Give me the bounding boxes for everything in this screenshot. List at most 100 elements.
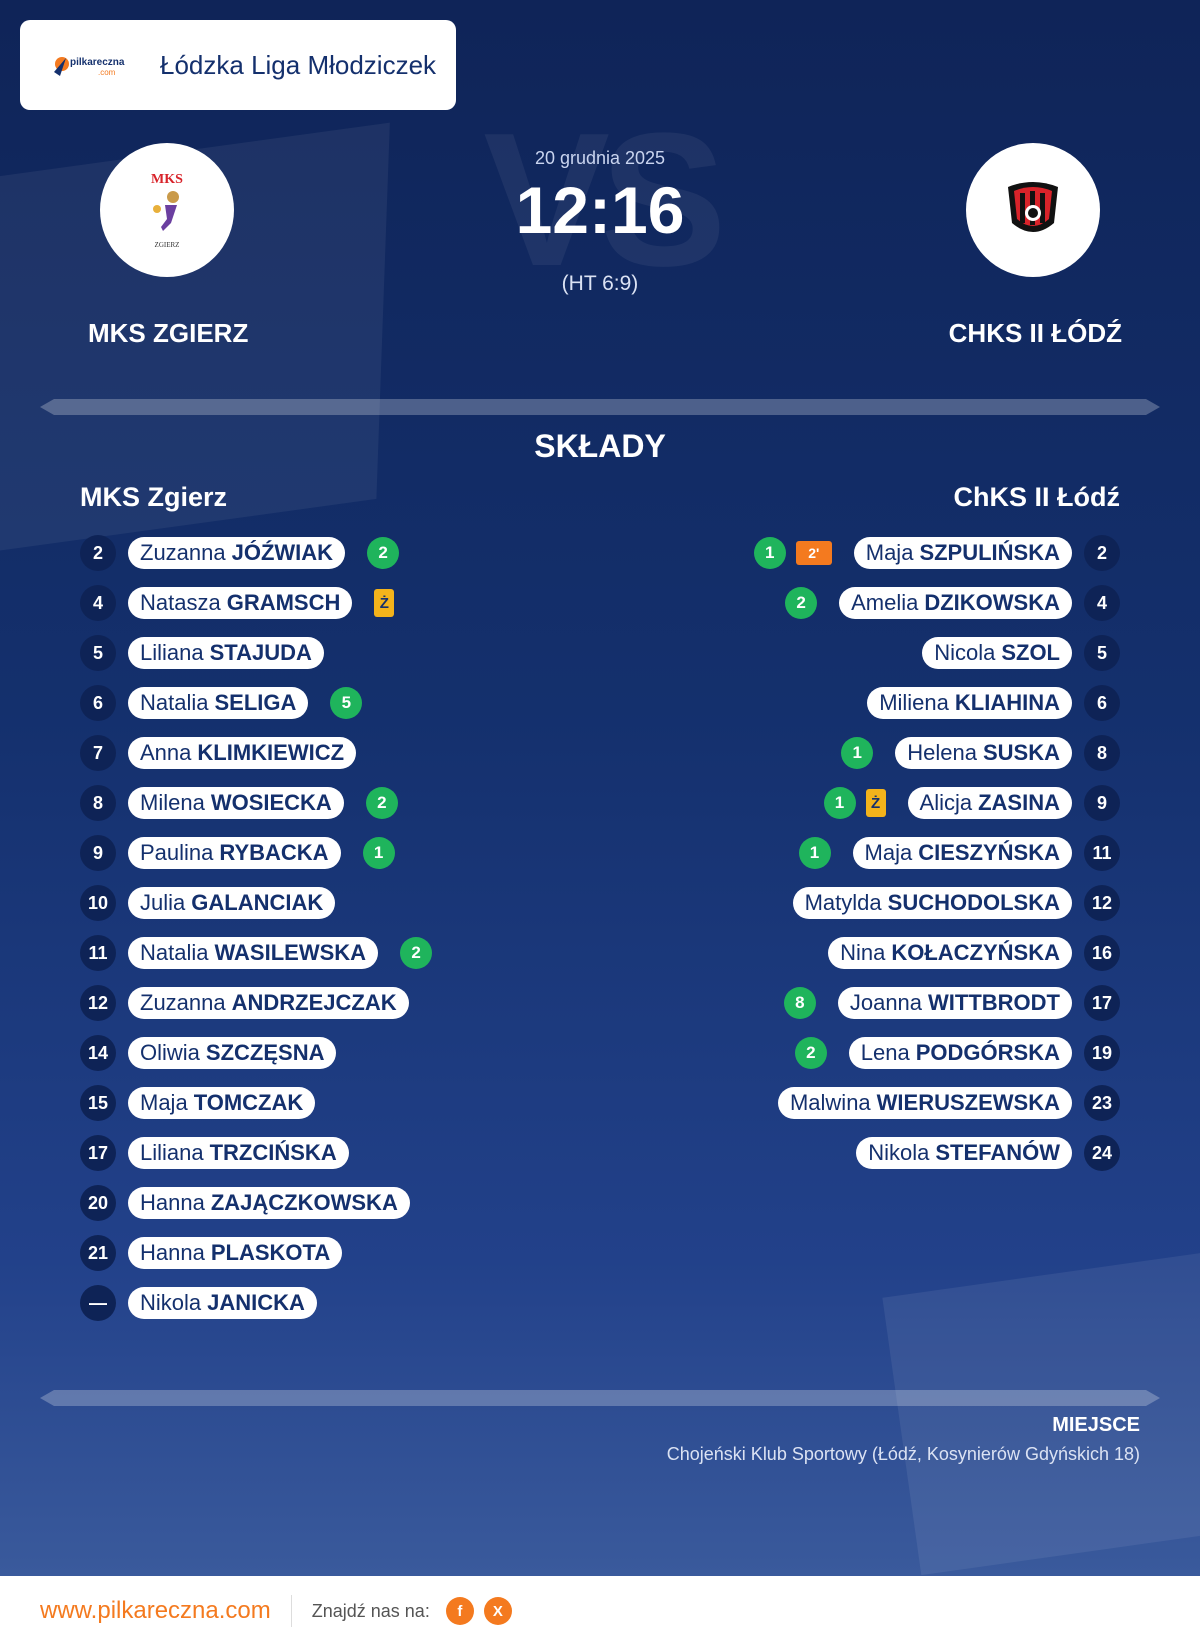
player-name: Amelia DZIKOWSKA <box>839 587 1072 619</box>
player-last-name: RYBACKA <box>219 840 329 865</box>
player-row: 17 Liliana TRZCIŃSKA <box>80 1128 580 1178</box>
player-row: Nikola STEFANÓW 24 <box>620 1128 1120 1178</box>
player-number: 11 <box>80 935 116 971</box>
player-row: 9 Paulina RYBACKA 1 <box>80 828 580 878</box>
player-first-name: Julia <box>140 890 186 915</box>
player-row: Malwina WIERUSZEWSKA 23 <box>620 1078 1120 1128</box>
player-row: 4 Natasza GRAMSCH Ż <box>80 578 580 628</box>
yellow-card-badge: Ż <box>865 789 886 817</box>
goals-badge: 8 <box>783 987 816 1019</box>
footer-divider <box>290 1595 292 1627</box>
goals-badge: 1 <box>753 537 786 569</box>
player-first-name: Helena <box>907 740 977 765</box>
player-number: 7 <box>80 735 116 771</box>
player-row: 2 Lena PODGÓRSKA 19 <box>620 1028 1120 1078</box>
player-last-name: JÓŹWIAK <box>231 540 334 565</box>
player-name: Zuzanna JÓŹWIAK <box>128 537 346 569</box>
player-name: Hanna PLASKOTA <box>128 1237 343 1269</box>
find-us-label: Znajdź nas na: <box>311 1600 430 1621</box>
player-last-name: TOMCZAK <box>193 1090 304 1115</box>
player-name: Matylda SUCHODOLSKA <box>792 887 1072 919</box>
player-name: Milena WOSIECKA <box>128 787 344 819</box>
player-first-name: Nikola <box>868 1140 930 1165</box>
x-icon[interactable]: X <box>483 1597 512 1625</box>
player-first-name: Nikola <box>140 1290 202 1315</box>
player-first-name: Milena <box>140 790 205 815</box>
player-name: Nikola STEFANÓW <box>856 1137 1072 1169</box>
away-roster: 1 2' Maja SZPULIŃSKA 2 2 Amelia DZIKOWSKA 4 Nicol… <box>620 528 1120 1178</box>
match-card: VS pilkareczna .com Łódzka Liga Młodzicz… <box>0 0 1200 1576</box>
player-last-name: ZASINA <box>978 790 1060 815</box>
player-last-name: STAJUDA <box>209 640 312 665</box>
home-crest-bottom: ZGIERZ <box>155 241 180 249</box>
player-row: 7 Anna KLIMKIEWICZ <box>80 728 580 778</box>
facebook-icon[interactable]: f <box>445 1597 474 1625</box>
player-number: 6 <box>1084 685 1120 721</box>
player-first-name: Miliena <box>879 690 949 715</box>
player-number: 20 <box>80 1185 116 1221</box>
player-last-name: SELIGA <box>214 690 297 715</box>
player-first-name: Paulina <box>140 840 214 865</box>
goals-badge: 5 <box>330 687 363 719</box>
league-title: Łódzka Liga Młodziczek <box>160 49 437 80</box>
player-first-name: Amelia <box>851 590 919 615</box>
player-name: Liliana TRZCIŃSKA <box>128 1137 349 1169</box>
player-first-name: Liliana <box>140 640 204 665</box>
player-name: Maja SZPULIŃSKA <box>853 537 1072 569</box>
player-row: — Nikola JANICKA <box>80 1278 580 1328</box>
player-number: 12 <box>1084 885 1120 921</box>
player-last-name: CIESZYŃSKA <box>918 840 1060 865</box>
player-events: 5 <box>330 687 363 719</box>
player-name: Nicola SZOL <box>922 637 1072 669</box>
player-last-name: WITTBRODT <box>928 990 1060 1015</box>
venue-label: MIEJSCE <box>1052 1414 1140 1436</box>
match-score: 12:16 <box>515 173 685 247</box>
player-events: 2 <box>785 587 818 619</box>
goals-badge: 2 <box>367 537 400 569</box>
section-divider <box>40 1390 1160 1406</box>
brand-name: pilkareczna <box>70 57 125 68</box>
player-number: 16 <box>1084 935 1120 971</box>
player-first-name: Joanna <box>849 990 923 1015</box>
player-number: — <box>80 1285 116 1321</box>
player-first-name: Matylda <box>804 890 882 915</box>
player-number: 15 <box>80 1085 116 1121</box>
home-team-logo: MKS ZGIERZ <box>100 143 234 277</box>
home-lineup-title: MKS Zgierz <box>80 482 228 512</box>
yellow-card-badge: Ż <box>374 589 395 617</box>
player-first-name: Zuzanna <box>140 540 226 565</box>
player-last-name: ANDRZEJCZAK <box>231 990 397 1015</box>
player-name: Nina KOŁACZYŃSKA <box>828 937 1072 969</box>
player-row: 2 Amelia DZIKOWSKA 4 <box>620 578 1120 628</box>
goals-badge: 1 <box>841 737 874 769</box>
player-last-name: STEFANÓW <box>935 1140 1060 1165</box>
away-team-name: CHKS II ŁÓDŹ <box>948 318 1122 348</box>
home-crest-top: MKS <box>151 172 183 187</box>
suspension-badge: 2' <box>795 541 832 565</box>
player-last-name: SZCZĘSNA <box>205 1040 325 1065</box>
player-number: 9 <box>1084 785 1120 821</box>
player-events: 2 <box>794 1037 827 1069</box>
player-last-name: KLIMKIEWICZ <box>197 740 345 765</box>
player-events: 2 <box>400 937 433 969</box>
away-team-logo <box>966 143 1100 277</box>
player-row: 1 Maja CIESZYŃSKA 11 <box>620 828 1120 878</box>
home-crest: MKS ZGIERZ <box>151 172 183 249</box>
player-last-name: GALANCIAK <box>191 890 324 915</box>
player-number: 6 <box>80 685 116 721</box>
brand-logo: pilkareczna .com <box>50 45 140 85</box>
player-last-name: SUSKA <box>982 740 1060 765</box>
site-link[interactable]: www.pilkareczna.com <box>40 1597 271 1624</box>
player-events: 1 <box>841 737 874 769</box>
player-last-name: PODGÓRSKA <box>915 1040 1060 1065</box>
player-name: Natasza GRAMSCH <box>128 587 353 619</box>
player-number: 19 <box>1084 1035 1120 1071</box>
player-events: 2 <box>367 537 400 569</box>
player-events: 8 <box>783 987 816 1019</box>
player-name: Lena PODGÓRSKA <box>848 1037 1072 1069</box>
player-row: Nina KOŁACZYŃSKA 16 <box>620 928 1120 978</box>
player-number: 9 <box>80 835 116 871</box>
venue-text: Chojeński Klub Sportowy (Łódź, Kosynieró… <box>666 1444 1140 1464</box>
player-first-name: Nina <box>840 940 886 965</box>
home-roster: 2 Zuzanna JÓŹWIAK 2 4 Natasza GRAMSCH Ż 5 Liliana… <box>80 528 580 1328</box>
